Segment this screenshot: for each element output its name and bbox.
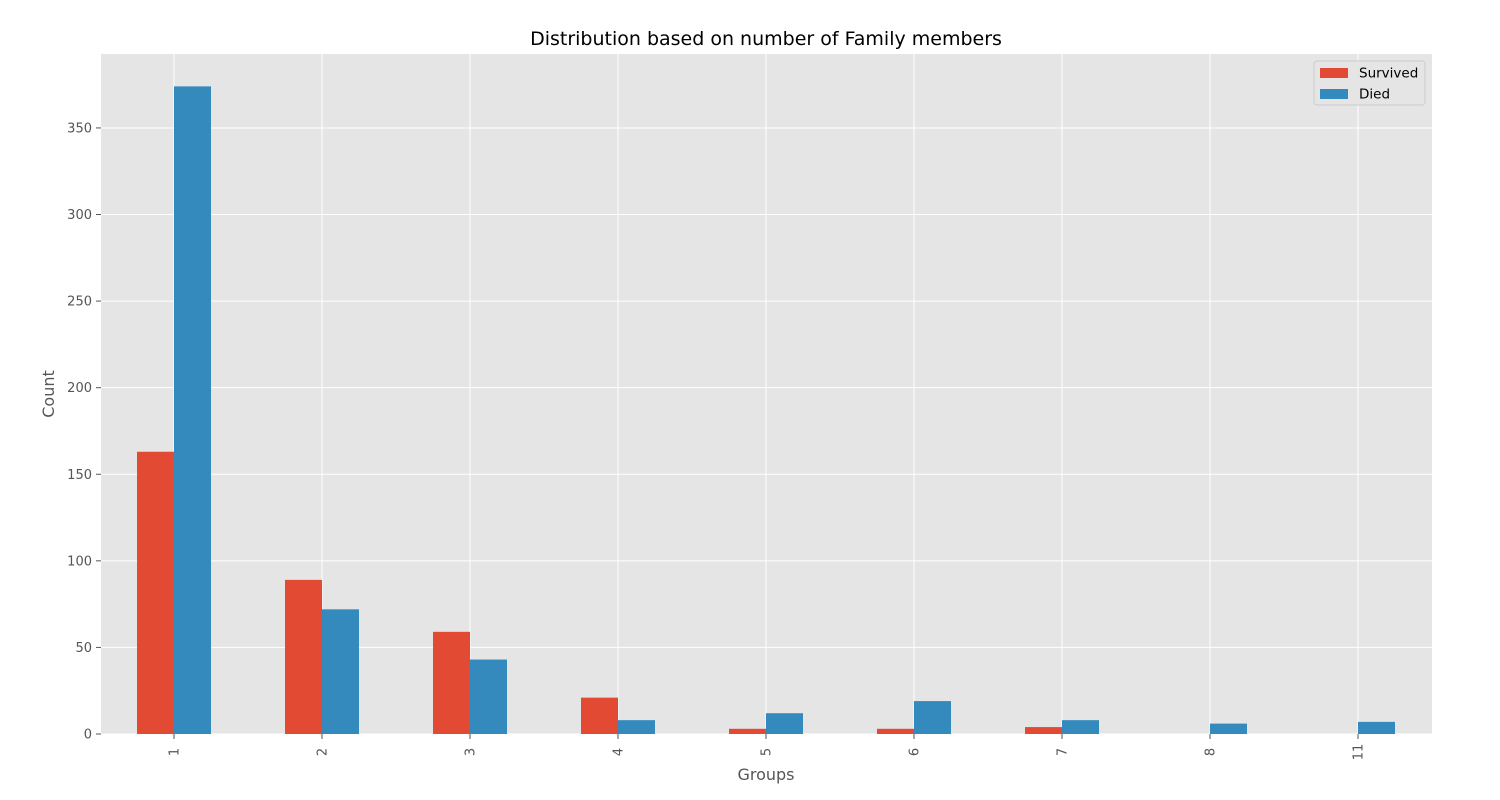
x-tick-label: 4 (612, 748, 627, 756)
bar-survived-5 (729, 728, 766, 734)
bar-died-5 (766, 713, 803, 734)
legend-swatch-survived (1320, 68, 1348, 78)
bar-died-2 (322, 609, 359, 734)
bar-survived-4 (581, 697, 618, 734)
y-tick-label: 300 (67, 208, 92, 223)
chart-title: Distribution based on number of Family m… (530, 28, 1002, 50)
ticks: 0 50 100 150 200 250 300 350 1 2 3 4 5 6 7 8 11 (67, 121, 1366, 760)
y-axis-label: Count (39, 370, 58, 418)
x-tick-label: 8 (1204, 748, 1219, 756)
bar-survived-3 (433, 631, 470, 734)
y-tick-label: 200 (67, 381, 92, 396)
x-tick-label: 6 (908, 748, 923, 756)
bar-died-1 (174, 86, 211, 734)
y-tick-label: 50 (75, 641, 92, 656)
x-tick-label: 3 (464, 748, 479, 756)
y-tick-label: 100 (67, 554, 92, 569)
x-tick-label: 2 (316, 748, 331, 756)
x-tick-label: 11 (1352, 744, 1367, 761)
bar-died-11 (1358, 721, 1395, 734)
bar-died-6 (914, 701, 951, 734)
bar-died-4 (618, 720, 655, 734)
y-tick-label: 250 (67, 295, 92, 310)
bar-survived-6 (877, 728, 914, 734)
legend: Survived Died (1313, 60, 1426, 106)
x-tick-label: 7 (1056, 748, 1071, 756)
x-tick-label: 5 (760, 748, 775, 756)
legend-label-survived: Survived (1359, 66, 1418, 82)
x-axis-label: Groups (737, 765, 794, 784)
legend-label-died: Died (1359, 87, 1390, 103)
y-tick-label: 0 (84, 728, 92, 743)
bar-survived-1 (137, 451, 174, 734)
bar-died-7 (1062, 720, 1099, 734)
bar-survived-2 (285, 579, 322, 734)
legend-swatch-died (1320, 89, 1348, 99)
y-tick-label: 350 (67, 121, 92, 136)
bar-survived-7 (1025, 727, 1062, 734)
bar-died-3 (470, 659, 507, 734)
bars (137, 86, 1395, 734)
y-tick-label: 150 (67, 468, 92, 483)
x-tick-label: 1 (168, 748, 183, 756)
bar-died-8 (1210, 723, 1247, 734)
